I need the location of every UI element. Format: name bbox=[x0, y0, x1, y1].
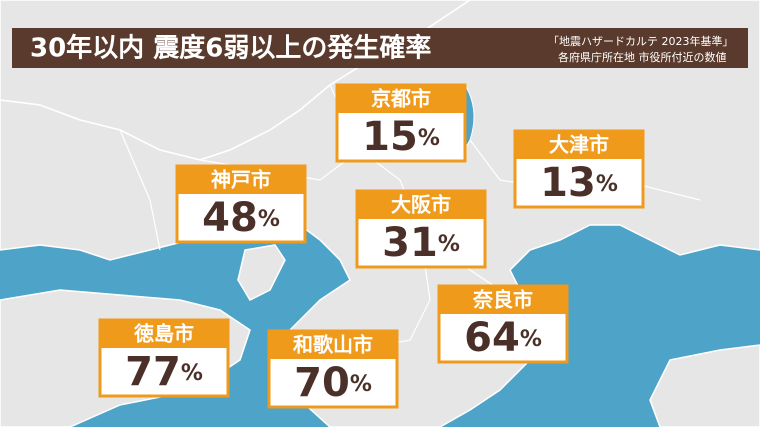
city-card: 奈良市 64% bbox=[437, 284, 569, 364]
city-card: 大阪市 31% bbox=[355, 189, 487, 269]
city-card: 大津市 13% bbox=[513, 129, 645, 209]
probability: 77% bbox=[125, 349, 203, 395]
title-bar bbox=[12, 28, 748, 68]
probability-unit: % bbox=[418, 126, 440, 151]
card-header bbox=[515, 131, 643, 159]
probability-value: 64 bbox=[464, 315, 520, 361]
city-card: 京都市 15% bbox=[335, 83, 467, 163]
source-note: 各府県庁所在地 市役所付近の数値 bbox=[558, 50, 727, 64]
card-header bbox=[357, 191, 485, 219]
probability: 13% bbox=[540, 160, 618, 206]
probability-value: 48 bbox=[202, 195, 258, 241]
probability-unit: % bbox=[596, 172, 618, 197]
card-header bbox=[100, 320, 228, 348]
probability: 31% bbox=[382, 220, 460, 266]
city-name: 神戸市 bbox=[211, 168, 271, 192]
source-note: 「地震ハザードカルテ 2023年基準」 bbox=[548, 34, 734, 48]
title: 30年以内 震度6弱以上の発生確率 bbox=[30, 33, 431, 64]
probability: 64% bbox=[464, 315, 542, 361]
city-name: 大阪市 bbox=[391, 193, 451, 217]
probability: 48% bbox=[202, 195, 280, 241]
probability-unit: % bbox=[258, 207, 280, 232]
city-name: 奈良市 bbox=[472, 288, 533, 312]
probability: 15% bbox=[362, 114, 440, 160]
city-card: 徳島市 77% bbox=[98, 318, 230, 398]
city-name: 和歌山市 bbox=[293, 333, 373, 357]
probability-value: 13 bbox=[540, 160, 596, 206]
probability: 70% bbox=[294, 360, 372, 406]
city-name: 大津市 bbox=[549, 133, 609, 157]
card-header bbox=[337, 85, 465, 113]
card-header bbox=[177, 166, 305, 194]
probability-value: 31 bbox=[382, 220, 438, 266]
city-card: 神戸市 48% bbox=[175, 164, 307, 244]
probability-value: 15 bbox=[362, 114, 418, 160]
probability-unit: % bbox=[438, 232, 460, 257]
probability-unit: % bbox=[181, 361, 203, 386]
card-header bbox=[269, 331, 397, 359]
probability-value: 70 bbox=[294, 360, 350, 406]
probability-value: 77 bbox=[125, 349, 181, 395]
probability-unit: % bbox=[520, 327, 542, 352]
city-name: 京都市 bbox=[371, 87, 431, 111]
city-name: 徳島市 bbox=[133, 322, 194, 346]
city-card: 和歌山市 70% bbox=[267, 329, 399, 409]
probability-unit: % bbox=[350, 372, 372, 397]
card-header bbox=[439, 286, 567, 314]
